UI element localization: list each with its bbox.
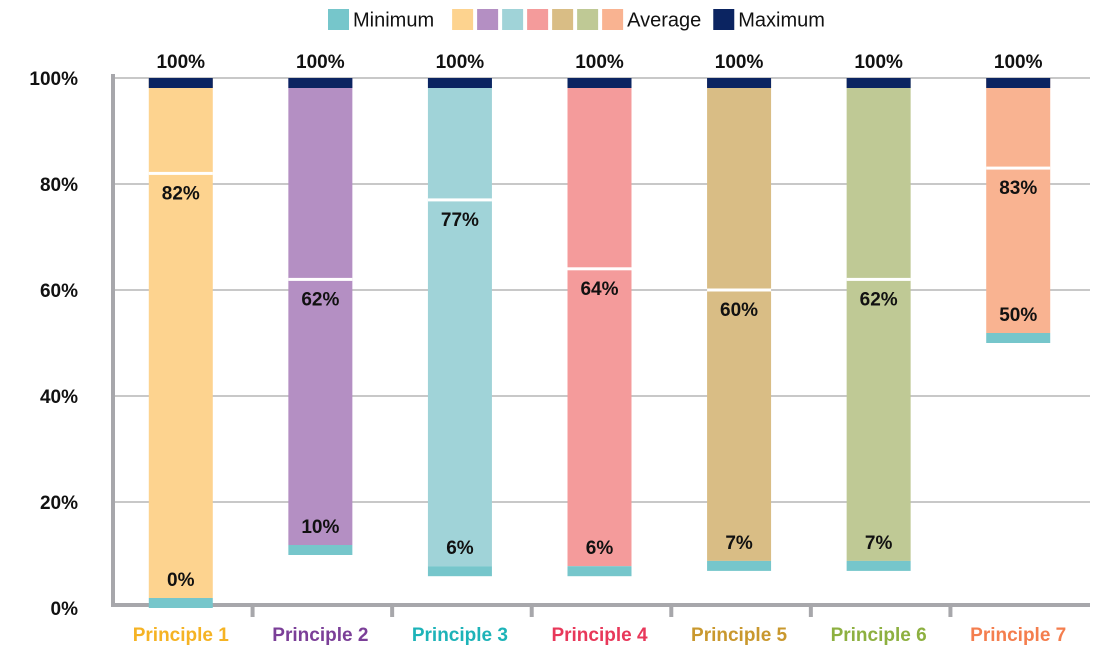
maximum-label: 100% xyxy=(156,52,205,73)
legend-swatch xyxy=(552,9,574,30)
maximum-label: 100% xyxy=(436,52,485,73)
average-marker xyxy=(567,267,632,271)
legend-label: Minimum xyxy=(353,9,434,31)
minimum-marker xyxy=(427,566,492,577)
legend-swatch xyxy=(602,9,624,30)
legend-label: Average xyxy=(627,9,701,31)
x-tick-label: Principle 7 xyxy=(970,625,1066,646)
minimum-marker xyxy=(707,560,772,571)
average-label: 83% xyxy=(999,178,1037,199)
y-tick-label: 40% xyxy=(40,387,78,408)
minimum-label: 6% xyxy=(446,538,474,559)
range-bar xyxy=(427,78,492,567)
range-bar xyxy=(846,78,911,561)
y-tick-label: 20% xyxy=(40,493,78,514)
x-tick-label: Principle 5 xyxy=(691,625,788,646)
x-tick-label: Principle 4 xyxy=(551,625,648,646)
legend-swatch xyxy=(713,9,735,30)
minimum-marker xyxy=(148,598,213,608)
maximum-marker xyxy=(986,78,1051,88)
y-tick-label: 0% xyxy=(51,599,79,620)
average-marker xyxy=(288,277,353,281)
maximum-label: 100% xyxy=(296,52,345,73)
y-tick-label: 80% xyxy=(40,175,78,196)
minimum-label: 0% xyxy=(167,570,195,591)
average-label: 62% xyxy=(301,289,339,310)
range-bar xyxy=(707,78,772,561)
maximum-label: 100% xyxy=(854,52,903,73)
minimum-marker xyxy=(846,560,911,571)
maximum-marker xyxy=(567,78,632,88)
minimum-label: 6% xyxy=(586,538,614,559)
average-label: 82% xyxy=(162,183,200,204)
maximum-label: 100% xyxy=(575,52,624,73)
average-marker xyxy=(986,166,1051,170)
maximum-marker xyxy=(148,78,213,88)
maximum-label: 100% xyxy=(994,52,1043,73)
average-marker xyxy=(148,171,213,175)
x-tick-label: Principle 2 xyxy=(272,625,368,646)
legend-swatch xyxy=(328,9,349,30)
range-bar xyxy=(148,78,213,598)
average-marker xyxy=(707,288,772,292)
minimum-label: 7% xyxy=(725,533,753,554)
y-tick-label: 100% xyxy=(29,69,78,90)
average-label: 77% xyxy=(441,210,479,231)
minimum-label: 7% xyxy=(865,533,893,554)
minimum-marker xyxy=(567,566,632,577)
minimum-label: 50% xyxy=(999,305,1037,326)
legend-swatch xyxy=(452,9,474,30)
minimum-marker xyxy=(986,333,1051,343)
maximum-marker xyxy=(707,78,772,88)
legend-swatch xyxy=(527,9,549,30)
maximum-marker xyxy=(846,78,911,88)
maximum-marker xyxy=(427,78,492,88)
range-bar xyxy=(986,78,1051,333)
legend-swatch xyxy=(502,9,524,30)
maximum-marker xyxy=(288,78,353,88)
x-tick-label: Principle 3 xyxy=(412,625,508,646)
average-label: 60% xyxy=(720,300,758,321)
maximum-label: 100% xyxy=(715,52,764,73)
x-tick-label: Principle 6 xyxy=(831,625,927,646)
average-label: 64% xyxy=(580,279,618,300)
minimum-marker xyxy=(288,545,353,555)
average-marker xyxy=(846,277,911,281)
legend-swatch xyxy=(477,9,499,30)
range-bar xyxy=(288,78,353,545)
x-tick-label: Principle 1 xyxy=(133,625,230,646)
minimum-label: 10% xyxy=(301,517,339,538)
legend-swatch xyxy=(577,9,599,30)
y-tick-label: 60% xyxy=(40,281,78,302)
average-marker xyxy=(427,198,492,202)
legend-label: Maximum xyxy=(738,9,825,31)
range-bar xyxy=(567,78,632,567)
average-label: 62% xyxy=(860,289,898,310)
